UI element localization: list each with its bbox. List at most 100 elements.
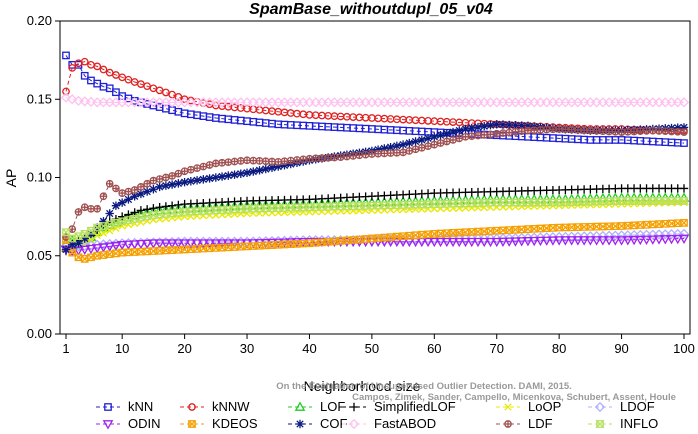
data-point <box>628 235 640 246</box>
data-point <box>80 57 89 66</box>
data-point <box>85 96 97 107</box>
data-point <box>168 90 176 99</box>
data-point <box>87 253 95 262</box>
series-layer <box>60 51 690 263</box>
data-point <box>447 237 459 248</box>
legend-label: ODIN <box>128 416 161 431</box>
series-line <box>65 55 685 144</box>
data-point <box>211 173 221 182</box>
data-point <box>160 239 172 249</box>
data-point <box>205 174 214 183</box>
axes: 1 10 20 30 40 50 60 70 80 90 100 0.00 0.05 0.10 0.15 0.… <box>27 13 695 356</box>
data-point <box>199 175 208 184</box>
data-point <box>630 127 638 136</box>
data-point <box>186 177 196 186</box>
data-point <box>605 127 613 136</box>
data-point <box>62 51 70 60</box>
data-point <box>441 237 453 248</box>
data-point <box>680 139 688 147</box>
x-tick-label: 20 <box>177 341 191 356</box>
legend-label: KDEOS <box>212 416 258 431</box>
data-point <box>330 153 339 162</box>
data-point <box>653 235 665 245</box>
y-tick-label: 0.20 <box>27 13 52 28</box>
data-point <box>166 239 178 249</box>
data-point <box>268 157 276 166</box>
data-point <box>99 217 108 226</box>
data-point <box>80 255 89 263</box>
data-point <box>542 125 551 134</box>
data-point <box>210 239 222 249</box>
data-point <box>505 120 514 130</box>
data-point <box>236 157 245 165</box>
data-point <box>355 151 364 160</box>
data-point <box>510 237 521 247</box>
data-point <box>522 237 534 247</box>
data-point <box>603 236 615 246</box>
data-point <box>124 187 133 196</box>
legend-item-simplifiedlof: SimplifiedLOF <box>342 399 456 414</box>
data-point <box>634 235 646 246</box>
data-point <box>461 124 470 134</box>
data-point <box>205 161 214 169</box>
legend-label: kNNW <box>212 399 250 414</box>
data-point <box>93 205 102 213</box>
data-point <box>130 186 139 194</box>
data-point <box>274 162 283 171</box>
data-point <box>85 244 97 255</box>
legend-label: COF <box>320 416 348 431</box>
data-point <box>598 127 607 135</box>
data-point <box>386 149 395 157</box>
x-tick-label: 90 <box>614 341 628 356</box>
data-point <box>193 164 201 172</box>
legend-item-lof: LOF <box>288 399 345 414</box>
data-point <box>549 125 557 134</box>
data-point <box>199 162 208 171</box>
data-point <box>480 121 489 131</box>
data-point <box>442 137 451 146</box>
data-point <box>216 239 228 249</box>
data-point <box>112 88 120 97</box>
data-point <box>93 251 102 260</box>
data-point <box>110 241 122 252</box>
data-point <box>105 250 114 259</box>
data-point <box>343 152 351 161</box>
x-tick-label: 30 <box>240 341 254 356</box>
data-point <box>391 237 403 248</box>
data-point <box>179 239 190 249</box>
data-point <box>678 97 690 108</box>
data-point <box>497 237 509 248</box>
data-point <box>149 176 158 185</box>
data-point <box>80 71 89 80</box>
legend-item-loop: LoOP <box>496 399 561 414</box>
data-point <box>261 157 270 165</box>
data-point <box>680 219 688 227</box>
data-point <box>123 240 134 250</box>
legend-swatch-marker <box>188 420 196 428</box>
data-point <box>130 248 139 256</box>
series-fastabod <box>60 92 690 108</box>
series-knn <box>62 51 688 147</box>
data-point <box>135 240 147 250</box>
data-point <box>174 200 183 210</box>
legend-swatch-marker <box>294 401 306 411</box>
data-point <box>642 127 651 135</box>
x-tick-label: 10 <box>115 341 129 356</box>
data-point <box>180 177 189 187</box>
data-point <box>467 132 476 140</box>
data-point <box>155 182 164 192</box>
y-tick-label: 0.00 <box>27 326 52 341</box>
data-point <box>161 202 171 211</box>
series-inflo <box>61 197 689 243</box>
watermark-authors: Campos, Zimek, Sander, Campello, Micenko… <box>352 392 676 403</box>
data-point <box>592 127 601 135</box>
data-point <box>236 169 245 178</box>
series-ldf <box>62 125 688 241</box>
data-point <box>218 159 226 167</box>
x-tick-label: 100 <box>673 341 695 356</box>
data-point <box>167 201 177 210</box>
data-point <box>430 140 439 149</box>
legend-swatch-marker <box>104 403 112 411</box>
data-point <box>517 121 526 130</box>
data-point <box>155 175 164 183</box>
